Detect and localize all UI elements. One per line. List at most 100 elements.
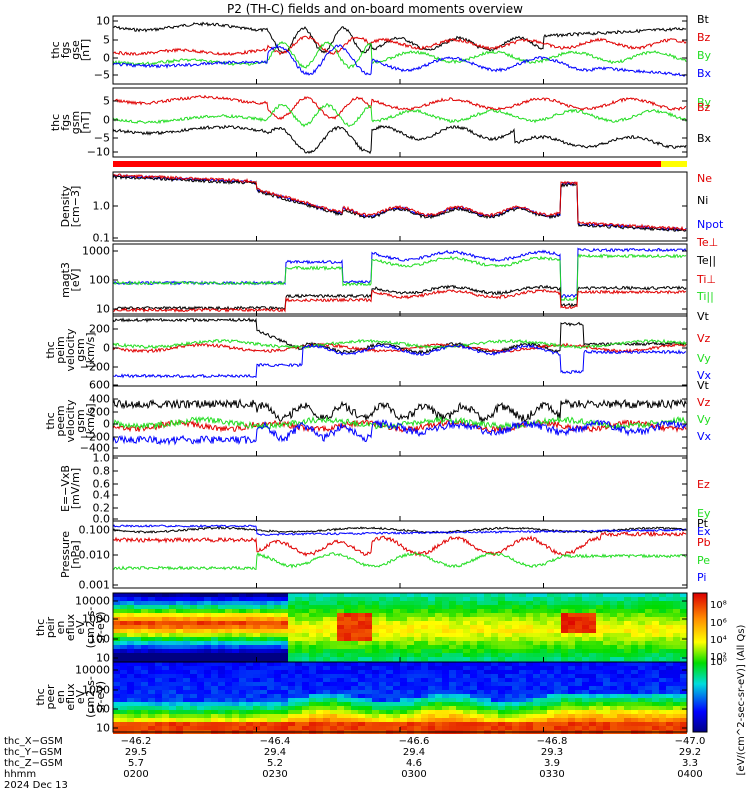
y-tick-label: 400 (89, 393, 110, 406)
legend-ni: Ni (697, 194, 708, 207)
legend-by: By (697, 49, 712, 62)
footer-y-value: 29.2 (678, 747, 702, 758)
y-tick-label: 10 (96, 722, 110, 735)
y-tick-label: 10000 (75, 595, 110, 608)
legend-pb: Pb (697, 536, 711, 549)
colorbar (692, 592, 708, 733)
y-axis-label: gse (69, 40, 82, 60)
y-axis-label: fgs (59, 114, 72, 131)
footer-label-hhmm: hhmm (4, 769, 37, 780)
footer-hhmm-value: 0300 (401, 769, 427, 780)
footer-x-value: −47.0 (674, 736, 706, 747)
legend-bz: Bz (697, 31, 711, 44)
y-axis-label: eV (74, 620, 87, 635)
legend-ex: Ex (697, 525, 711, 538)
series-vx-line (112, 343, 687, 379)
status-bar-yellow (661, 161, 687, 167)
y-axis-label: eV (74, 689, 87, 704)
y-tick-label: 0 (103, 418, 110, 431)
y-tick-label: 200 (89, 323, 110, 336)
y-axis-label: [nPa] (69, 540, 82, 568)
series-pe-line (113, 551, 687, 571)
legend-vy: Vy (697, 413, 711, 426)
footer-y-value: 29.4 (402, 747, 426, 758)
x-axis-footer: thc_X−GSM thc_Y−GSM thc_Z−GSM hhmm 2024 … (4, 736, 68, 791)
series-vt-line (112, 317, 687, 355)
y-axis-label: [mV/m] (69, 468, 82, 509)
y-tick-label: 0.100 (79, 524, 111, 537)
y-axis-label: peer (44, 684, 57, 710)
y-axis-label: gsm (74, 338, 87, 361)
series-tipar-line (112, 253, 687, 302)
footer-z-value: 3.9 (544, 758, 560, 769)
footer-hhmm-value: 0400 (677, 769, 703, 780)
colorbar-tick-label: 10² (710, 652, 727, 663)
y-axis-label: Density (59, 185, 72, 227)
series-vz-line (112, 342, 687, 354)
y-axis-label: E=−VxB (59, 465, 72, 512)
series-vy-line (112, 338, 687, 350)
y-axis-label: gsm (69, 111, 82, 134)
chart-title: P2 (TH-C) fields and on-board moments ov… (227, 2, 523, 16)
y-axis-label: thc (44, 341, 57, 358)
legend-ez: Ez (697, 478, 710, 491)
footer-y-value: 29.4 (263, 747, 287, 758)
y-axis-label: en (54, 690, 67, 704)
y-tick-label: −5 (94, 132, 110, 145)
legend-bz: Bz (697, 101, 711, 114)
footer-label-date: 2024 Dec 13 (4, 780, 68, 791)
footer-z-value: 5.7 (128, 758, 144, 769)
y-axis-label: peem (54, 405, 67, 436)
y-axis-label: eflux (64, 683, 77, 711)
footer-x-value: −46.2 (120, 736, 152, 747)
y-tick-label: 200 (89, 406, 110, 419)
y-axis-label: velocity (64, 328, 77, 371)
legend-ti⊥: Ti⊥ (696, 273, 716, 286)
legend-vz: Vz (697, 396, 711, 409)
legend-ti||: Ti|| (696, 290, 714, 303)
footer-y-value: 29.3 (540, 747, 564, 758)
y-tick-label: −5 (94, 69, 110, 82)
peer-eflux-heatmap (113, 662, 687, 734)
footer-hhmm-value: 0330 (539, 769, 565, 780)
series-bz-line (112, 94, 687, 121)
y-tick-label: −10 (87, 146, 110, 159)
y-tick-label: 10 (96, 15, 110, 28)
y-axis-label: magt3 (59, 262, 72, 298)
y-tick-label: 0.6 (93, 478, 111, 491)
footer-hhmm-value: 0230 (262, 769, 288, 780)
legend-te||: Te|| (696, 254, 716, 267)
y-tick-label: 100 (89, 703, 110, 716)
series-tepar-line (112, 284, 687, 311)
y-axis-label: [eV] (69, 269, 82, 292)
y-tick-label: 0.010 (79, 549, 111, 562)
series-bt-line (112, 21, 687, 54)
footer-x-value: −46.8 (536, 736, 568, 747)
series-vt-line (112, 398, 687, 424)
y-axis-label: peir (44, 616, 57, 638)
colorbar-tick-label: 10⁶ (710, 618, 727, 629)
series-ne-line (112, 173, 687, 231)
y-axis-label: [km/s] (84, 332, 97, 367)
y-tick-label: 0 (103, 342, 110, 355)
legend-te⊥: Te⊥ (696, 236, 718, 249)
legend-vx: Vx (697, 369, 712, 382)
panel-frame (112, 455, 688, 522)
colorbar-tick-label: 10⁰ (710, 657, 727, 668)
panel-frame (112, 87, 688, 158)
legend-pi: Pi (697, 571, 706, 584)
footer-x-value: −46.4 (259, 736, 291, 747)
y-axis-label: [nT] (79, 39, 92, 61)
y-axis-label: en (54, 621, 67, 635)
legend-by: By (697, 96, 712, 109)
y-axis-label: velocity (64, 399, 77, 442)
series-ni-line (112, 175, 687, 232)
y-axis-label: thc (34, 619, 47, 636)
y-tick-label: 5 (103, 95, 110, 108)
series-bx-line (112, 43, 687, 77)
series-by-line (112, 40, 687, 70)
footer-col-3: −46.8 29.3 3.9 0330 (522, 736, 582, 780)
y-axis-label: thc (34, 688, 47, 705)
footer-z-value: 3.3 (682, 758, 698, 769)
legend-ne: Ne (697, 172, 712, 185)
